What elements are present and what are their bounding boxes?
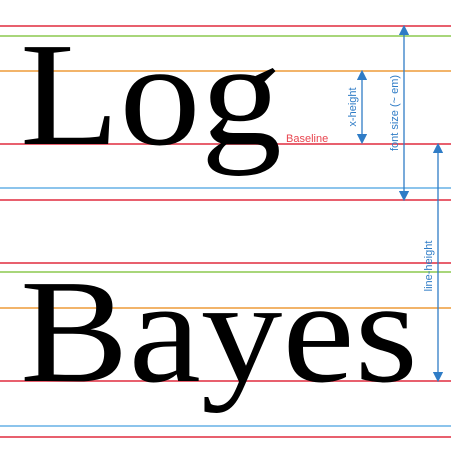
- x-height-label: x-height: [347, 87, 359, 126]
- line-height-label: line-height: [423, 241, 435, 292]
- top-word: Log: [20, 13, 282, 177]
- baseline-label: Baseline: [286, 133, 328, 145]
- font-size-label: font size (~ em): [389, 75, 401, 151]
- bottom-word: Bayes: [20, 250, 418, 414]
